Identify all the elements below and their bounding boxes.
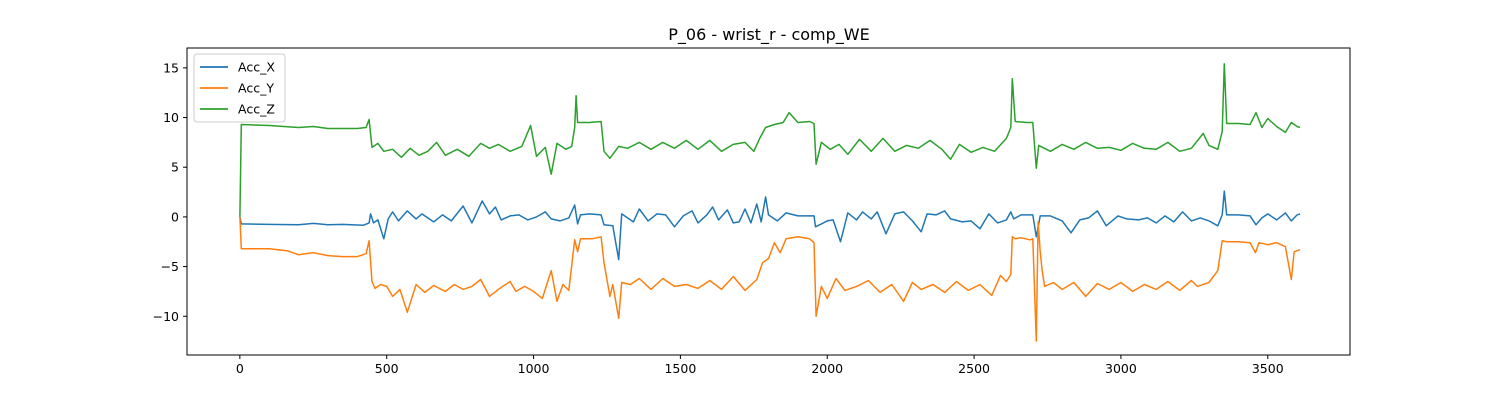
y-tick-label: 15	[163, 60, 179, 75]
y-tick-label: 5	[171, 160, 179, 175]
y-axis: −10 −5 0 5 10 15	[153, 60, 187, 324]
x-tick-label: 2500	[958, 361, 990, 376]
y-tick-label: 0	[171, 209, 179, 224]
legend-box	[193, 53, 286, 123]
x-axis: 0 500 1000 1500 2000 2500 3000 3500	[236, 355, 1284, 376]
x-tick-label: 3500	[1252, 361, 1284, 376]
y-tick-label: −10	[153, 309, 179, 324]
y-tick-label: 10	[163, 110, 179, 125]
legend-label: Acc_X	[238, 60, 275, 75]
plot-frame	[186, 47, 1351, 356]
series-line-acc-x	[239, 190, 1301, 261]
chart-title: P_06 - wrist_r - comp_WE	[668, 25, 869, 45]
x-tick-label: 500	[375, 361, 399, 376]
y-tick-label: −5	[161, 259, 179, 274]
x-tick-label: 1500	[664, 361, 696, 376]
x-tick-label: 2000	[811, 361, 843, 376]
legend-label: Acc_Z	[238, 102, 275, 117]
plot-lines	[239, 63, 1301, 342]
legend-label: Acc_Y	[238, 81, 274, 96]
x-tick-label: 0	[236, 361, 244, 376]
series-line-acc-z	[239, 63, 1301, 217]
x-tick-label: 1000	[518, 361, 550, 376]
legend: Acc_X Acc_Y Acc_Z	[193, 53, 286, 123]
x-tick-label: 3000	[1105, 361, 1137, 376]
series-line-acc-y	[239, 216, 1301, 342]
